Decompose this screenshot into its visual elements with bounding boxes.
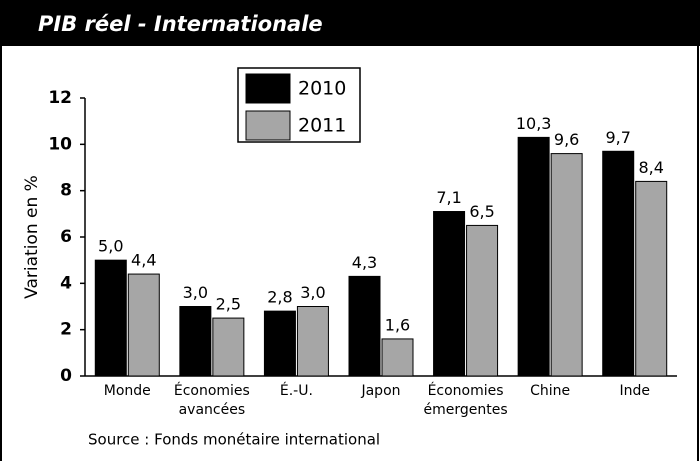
value-label: 2,8 bbox=[267, 288, 292, 307]
y-tick-label: 8 bbox=[60, 181, 72, 201]
bar bbox=[263, 310, 296, 377]
y-tick-label: 4 bbox=[60, 273, 72, 293]
value-label: 10,3 bbox=[516, 114, 552, 133]
bar bbox=[602, 150, 635, 377]
bar bbox=[127, 273, 160, 377]
value-label: 1,6 bbox=[385, 315, 410, 334]
value-label: 3,0 bbox=[300, 283, 325, 302]
bar bbox=[296, 306, 329, 377]
legend-label: 2011 bbox=[298, 115, 346, 137]
value-label: 2,5 bbox=[216, 295, 241, 314]
bar bbox=[212, 317, 245, 377]
legend-label: 2010 bbox=[298, 78, 346, 100]
x-tick-label: Monde bbox=[104, 383, 151, 399]
value-label: 3,0 bbox=[183, 283, 208, 302]
x-tick-label: Économies bbox=[428, 382, 504, 399]
y-tick-label: 6 bbox=[60, 227, 72, 247]
legend-swatch bbox=[245, 73, 291, 104]
bar bbox=[466, 224, 499, 377]
x-tick-label: émergentes bbox=[423, 402, 507, 418]
legend-swatch bbox=[245, 110, 291, 141]
y-tick-label: 10 bbox=[48, 134, 72, 154]
x-tick-label: Inde bbox=[619, 383, 650, 399]
x-tick-label: Économies bbox=[174, 382, 250, 399]
source: Source : Fonds monétaire international bbox=[88, 431, 380, 449]
bar bbox=[550, 153, 583, 377]
value-label: 8,4 bbox=[638, 158, 663, 177]
bar bbox=[179, 306, 212, 377]
y-axis-label: Variation en % bbox=[22, 175, 42, 299]
value-label: 9,7 bbox=[605, 128, 630, 147]
bar bbox=[381, 338, 414, 377]
value-label: 7,1 bbox=[436, 188, 461, 207]
bar bbox=[517, 136, 550, 377]
y-tick-label: 12 bbox=[48, 88, 72, 108]
value-label: 4,4 bbox=[131, 251, 156, 270]
x-tick-label: Chine bbox=[530, 383, 570, 399]
bar bbox=[433, 211, 466, 377]
value-label: 6,5 bbox=[469, 202, 494, 221]
chart-title: PIB réel - Internationale bbox=[38, 12, 323, 36]
value-label: 5,0 bbox=[98, 237, 123, 256]
y-tick-label: 0 bbox=[60, 366, 72, 386]
bar bbox=[635, 180, 668, 377]
value-label: 9,6 bbox=[554, 130, 579, 149]
title-bar bbox=[0, 0, 700, 46]
x-tick-label: avancées bbox=[179, 402, 246, 418]
y-tick-label: 2 bbox=[60, 320, 72, 340]
value-label: 4,3 bbox=[352, 253, 377, 272]
bar bbox=[348, 275, 381, 377]
x-tick-label: Japon bbox=[360, 383, 400, 399]
bar bbox=[94, 259, 127, 377]
x-tick-label: É.-U. bbox=[280, 382, 313, 399]
